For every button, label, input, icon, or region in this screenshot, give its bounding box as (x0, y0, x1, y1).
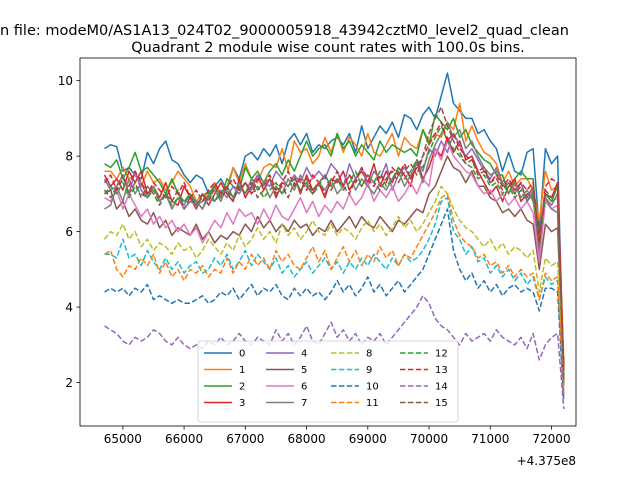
legend-label-13: 13 (435, 365, 448, 376)
series-line-8 (103, 185, 565, 391)
series-line-0 (104, 72, 565, 383)
legend-label-3: 3 (239, 398, 245, 409)
legend-label-12: 12 (435, 349, 448, 360)
legend-label-14: 14 (435, 382, 448, 393)
legend-label-4: 4 (301, 349, 307, 360)
x-tick-label: 68000 (287, 432, 325, 446)
legend-box (197, 340, 459, 423)
x-tick-label: 65000 (104, 432, 142, 446)
legend-label-11: 11 (366, 398, 379, 409)
series-line-13 (103, 121, 565, 368)
series-line-6 (104, 140, 565, 379)
x-tick-label: 72000 (532, 432, 570, 446)
legend-label-1: 1 (239, 365, 245, 376)
series-line-3 (103, 136, 565, 372)
y-tick-label: 6 (65, 225, 73, 239)
legend-label-9: 9 (366, 365, 372, 376)
series-line-9 (104, 196, 565, 398)
series-line-11 (104, 193, 565, 394)
series-line-10 (104, 208, 565, 402)
legend-label-2: 2 (239, 382, 245, 393)
plot-frame (79, 57, 577, 427)
y-tick-label: 10 (58, 74, 73, 88)
x-tick-label: 66000 (165, 432, 203, 446)
series-line-14 (104, 295, 565, 410)
series-line-15 (103, 106, 565, 383)
x-tick-label: 67000 (226, 432, 264, 446)
legend-label-10: 10 (366, 382, 379, 393)
series-line-12 (103, 125, 565, 376)
x-tick-label: 69000 (349, 432, 387, 446)
legend-label-0: 0 (239, 349, 245, 360)
legend-label-5: 5 (301, 365, 307, 376)
x-tick-label: 70000 (410, 432, 448, 446)
x-tick-label: 71000 (471, 432, 509, 446)
legend-label-8: 8 (366, 349, 372, 360)
plot-area (103, 72, 565, 410)
file-name-header: n file: modeM0/AS1A13_024T02_9000005918_… (0, 23, 569, 39)
legend-label-15: 15 (435, 398, 448, 409)
series-line-2 (104, 113, 565, 372)
series-line-4 (103, 132, 565, 376)
chart-title: Quadrant 2 module wise count rates with … (131, 40, 525, 56)
y-tick-label: 8 (65, 150, 73, 164)
y-tick-label: 2 (65, 376, 73, 390)
legend-label-6: 6 (301, 382, 307, 393)
axes: 65000 66000 67000 68000 69000 70000 71000 72000… (58, 57, 577, 446)
y-tick-label: 4 (65, 301, 73, 315)
x-axis-offset-label: +4.375e8 (517, 454, 576, 468)
legend-label-7: 7 (301, 398, 307, 409)
